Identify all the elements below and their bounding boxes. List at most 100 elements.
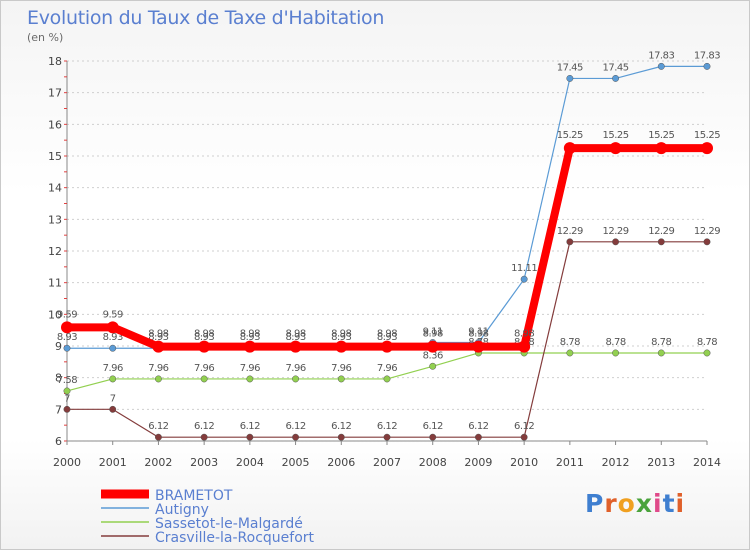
data-label: 6.12 <box>331 421 351 432</box>
data-point <box>109 375 117 383</box>
data-point <box>520 433 528 441</box>
data-label: 7 <box>110 393 116 404</box>
data-point <box>383 433 391 441</box>
y-tick-label: 10 <box>48 308 62 321</box>
data-label: 8.93 <box>103 332 123 343</box>
data-point <box>292 433 300 441</box>
data-label: 8.98 <box>240 329 260 340</box>
data-point <box>518 340 531 353</box>
series-0: 9.59 9.59 8.98 8.98 8.98 8.98 8.98 8.98 8.98 8.98… <box>57 130 721 353</box>
data-point <box>61 321 73 334</box>
data-label: 7.96 <box>103 363 123 374</box>
data-label: 12.29 <box>694 226 720 237</box>
x-tick-label: 2006 <box>327 456 355 469</box>
data-label: 9.59 <box>103 309 123 320</box>
x-tick-label: 2000 <box>53 456 81 469</box>
y-tick-label: 8 <box>55 372 62 385</box>
x-tick-label: 2012 <box>602 456 630 469</box>
data-label: 8.93 <box>285 332 305 343</box>
data-point <box>335 340 348 353</box>
x-tick-label: 2013 <box>647 456 675 469</box>
y-tick-label: 17 <box>48 87 62 100</box>
data-label: 8.78 <box>651 337 671 348</box>
legend-label: Autigny <box>155 502 209 518</box>
x-tick-label: 2002 <box>144 456 172 469</box>
data-label: 17.83 <box>694 50 720 61</box>
data-point <box>563 142 576 155</box>
data-point <box>63 344 71 352</box>
data-point <box>383 375 391 383</box>
data-point <box>152 340 165 353</box>
data-label: 8.98 <box>468 329 488 340</box>
data-point <box>289 340 302 353</box>
data-label: 9.11 <box>423 327 443 338</box>
data-label: 8.78 <box>605 337 625 348</box>
data-point <box>566 349 574 357</box>
data-point <box>701 142 713 155</box>
x-tick-label: 2009 <box>464 456 492 469</box>
data-label: 8.93 <box>194 332 214 343</box>
data-point <box>429 362 437 370</box>
data-label: 7.96 <box>331 363 351 374</box>
x-tick-label: 2005 <box>282 456 310 469</box>
data-label: 8.93 <box>240 332 260 343</box>
data-point <box>381 340 393 353</box>
data-label: 8.93 <box>377 332 397 343</box>
data-label: 12.29 <box>648 226 674 237</box>
data-point <box>566 74 574 82</box>
logo-letter: P <box>585 489 605 518</box>
x-tick-label: 2007 <box>373 456 401 469</box>
data-label: 6.12 <box>285 421 305 432</box>
data-label: 8.98 <box>514 329 534 340</box>
x-tick-label: 2001 <box>99 456 127 469</box>
data-label: 7.96 <box>285 363 305 374</box>
data-point <box>200 375 208 383</box>
data-point <box>612 349 620 357</box>
x-tick-label: 2011 <box>556 456 584 469</box>
data-point <box>243 340 256 353</box>
data-point <box>472 340 485 353</box>
data-label: 15.25 <box>694 130 720 141</box>
data-label: 17.83 <box>648 50 674 61</box>
data-label: 6.12 <box>148 421 168 432</box>
data-point <box>655 142 668 155</box>
data-point <box>657 349 665 357</box>
data-label: 7.96 <box>148 363 168 374</box>
data-point <box>63 387 71 395</box>
data-label: 8.93 <box>331 332 351 343</box>
x-tick-label: 2003 <box>190 456 218 469</box>
data-point <box>703 62 711 70</box>
data-label: 15.25 <box>557 130 583 141</box>
y-tick-label: 14 <box>48 182 62 195</box>
x-tick-label: 2008 <box>419 456 447 469</box>
data-label: 7.96 <box>240 363 260 374</box>
y-tick-label: 11 <box>48 277 62 290</box>
data-label: 8.36 <box>423 350 443 361</box>
data-point <box>612 238 620 246</box>
data-point <box>520 275 528 283</box>
legend-label: Crasville-la-Rocquefort <box>155 530 315 546</box>
data-label: 7.58 <box>57 375 77 386</box>
data-point <box>292 375 300 383</box>
proxiti-logo: Proxiti <box>585 489 685 518</box>
y-tick-label: 9 <box>55 340 62 353</box>
data-label: 6.12 <box>240 421 260 432</box>
logo-letter: o <box>617 489 636 518</box>
x-tick-label: 2010 <box>510 456 538 469</box>
data-point <box>154 375 162 383</box>
legend-label: BRAMETOT <box>155 488 233 504</box>
data-point <box>657 62 665 70</box>
data-label: 6.12 <box>194 421 214 432</box>
data-label: 7.96 <box>194 363 214 374</box>
data-point <box>612 74 620 82</box>
x-tick-label: 2004 <box>236 456 264 469</box>
data-point <box>426 340 439 353</box>
y-tick-label: 18 <box>48 55 62 68</box>
data-point <box>246 433 254 441</box>
data-label: 8.98 <box>423 329 443 340</box>
series-line <box>66 65 708 349</box>
data-label: 15.25 <box>603 130 629 141</box>
logo-letter: r <box>604 489 618 518</box>
data-point <box>703 238 711 246</box>
